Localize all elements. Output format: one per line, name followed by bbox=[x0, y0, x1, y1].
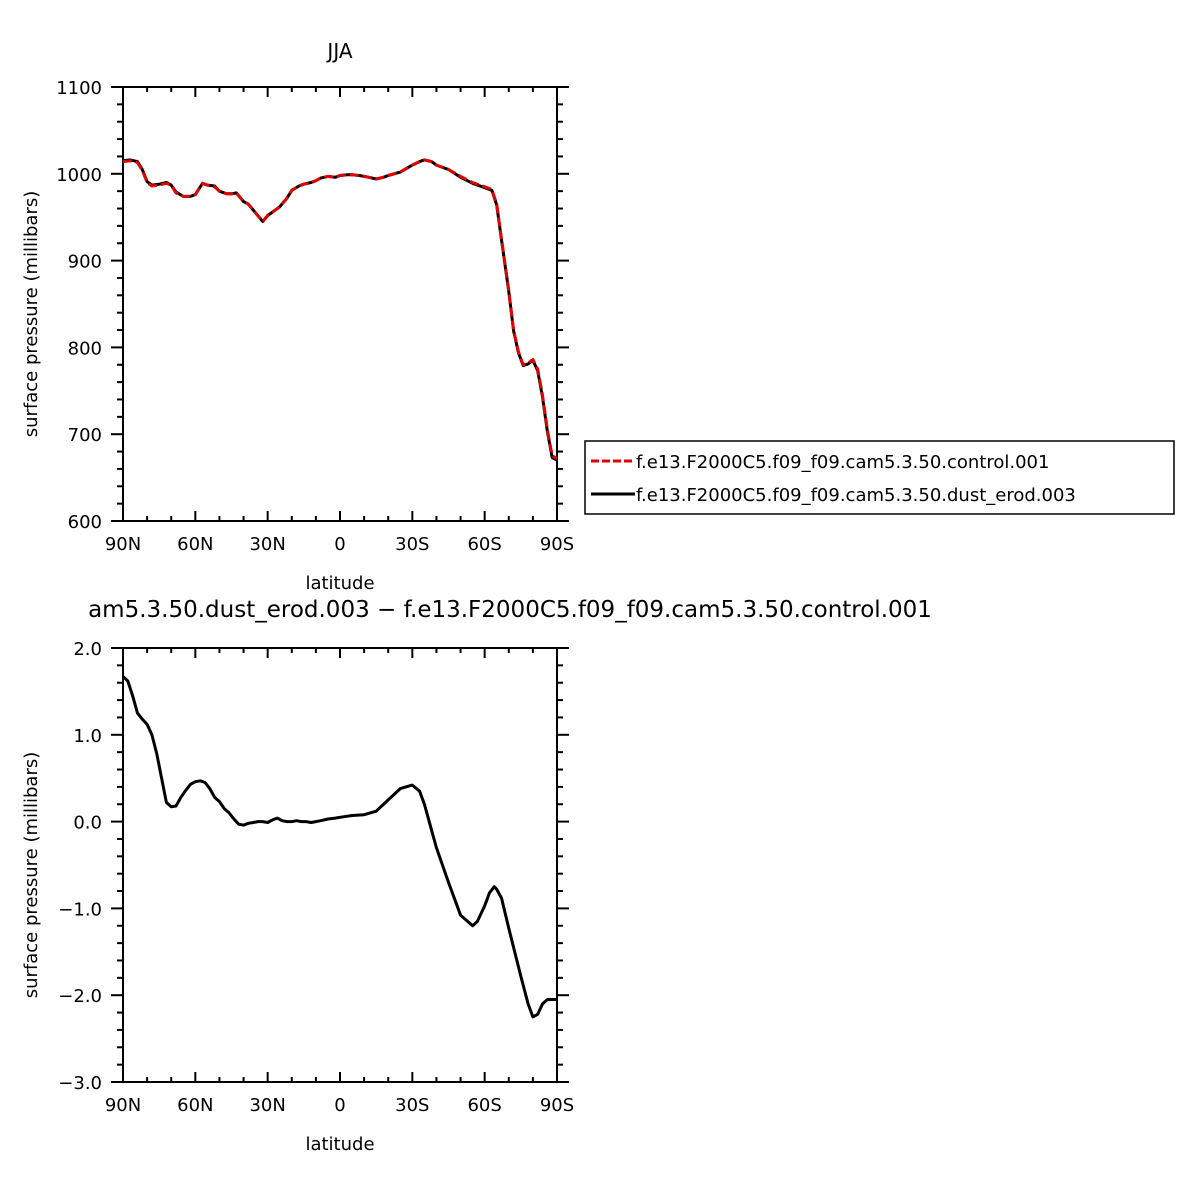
x-tick-label: 0 bbox=[334, 1095, 345, 1116]
x-tick-label: 60S bbox=[467, 534, 501, 555]
x-axis-label: latitude bbox=[305, 573, 374, 594]
x-tick-label: 30N bbox=[249, 534, 285, 555]
y-axis-label: surface pressure (millibars) bbox=[21, 752, 42, 999]
y-tick-label: 2.0 bbox=[73, 639, 102, 660]
y-tick-label: 700 bbox=[68, 425, 102, 446]
x-tick-label: 30S bbox=[395, 1095, 429, 1116]
top-panel: JJA 90N 60N 30N 0 30S 60S 90S 1100 1000 900 800 700 6… bbox=[21, 39, 574, 594]
x-tick-label: 90S bbox=[540, 1095, 574, 1116]
y-tick-label: −1.0 bbox=[58, 899, 102, 920]
y-tick-label: 600 bbox=[68, 512, 102, 533]
chart-title: am5.3.50.dust_erod.003 − f.e13.F2000C5.f… bbox=[88, 597, 932, 623]
plot-frame bbox=[122, 647, 558, 1083]
plot-frame bbox=[122, 86, 558, 522]
x-tick-label: 90N bbox=[105, 1095, 141, 1116]
x-axis-label: latitude bbox=[305, 1134, 374, 1155]
chart-title: JJA bbox=[325, 39, 352, 63]
legend-entry-label: f.e13.F2000C5.f09_f09.cam5.3.50.control.… bbox=[636, 452, 1049, 473]
series-line-1 bbox=[122, 158, 558, 460]
x-tick-label: 60S bbox=[467, 1095, 501, 1116]
y-tick-label: −3.0 bbox=[58, 1073, 102, 1094]
x-tick-label: 90S bbox=[540, 534, 574, 555]
y-tick-label: 1000 bbox=[56, 165, 102, 186]
y-tick-label: 1100 bbox=[56, 78, 102, 99]
x-tick-label: 30N bbox=[249, 1095, 285, 1116]
y-tick-label: 1.0 bbox=[73, 726, 102, 747]
x-tick-label: 90N bbox=[105, 534, 141, 555]
y-axis-label: surface pressure (millibars) bbox=[21, 191, 42, 438]
bottom-panel: am5.3.50.dust_erod.003 − f.e13.F2000C5.f… bbox=[21, 597, 932, 1155]
x-tick-label: 30S bbox=[395, 534, 429, 555]
y-tick-label: 0.0 bbox=[73, 813, 102, 834]
y-tick-label: 800 bbox=[68, 338, 102, 359]
y-tick-label: −2.0 bbox=[58, 986, 102, 1007]
series-line-2 bbox=[122, 158, 558, 462]
x-tick-label: 60N bbox=[177, 1095, 213, 1116]
y-tick-label: 900 bbox=[68, 252, 102, 273]
series-line-1 bbox=[121, 675, 557, 1019]
x-tick-label: 60N bbox=[177, 534, 213, 555]
legend-entry-label: f.e13.F2000C5.f09_f09.cam5.3.50.dust_ero… bbox=[636, 485, 1076, 506]
legend-box bbox=[584, 440, 1175, 515]
x-tick-label: 0 bbox=[334, 534, 345, 555]
legend: f.e13.F2000C5.f09_f09.cam5.3.50.control.… bbox=[584, 440, 1175, 515]
